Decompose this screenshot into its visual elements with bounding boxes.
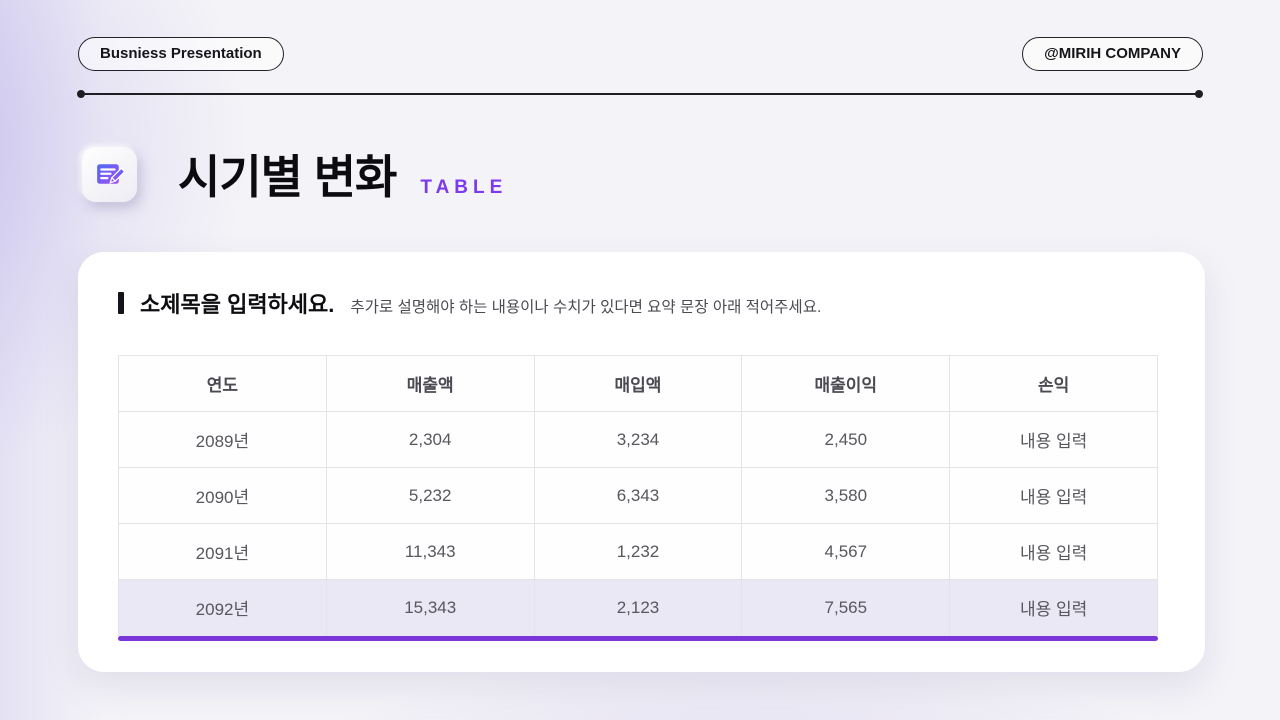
table-cell: 5,232	[325, 467, 535, 524]
table-cell: 4,567	[741, 523, 951, 580]
table-cell: 3,234	[533, 411, 743, 468]
content-card: 소제목을 입력하세요. 추가로 설명해야 하는 내용이나 수치가 있다면 요약 …	[78, 252, 1205, 672]
subtitle-accent-bar	[118, 292, 124, 314]
table-cell: 3,580	[741, 467, 951, 524]
table-cell: 2091년	[118, 523, 327, 580]
title-texts: 시기별 변화 TABLE	[178, 141, 507, 207]
company-badge: @MIRIH COMPANY	[1022, 37, 1203, 71]
data-table: 연도 매출액 매입액 매출이익 손익 2089년 2,304 3,234 2,4…	[118, 355, 1158, 636]
table-cell: 1,232	[533, 523, 743, 580]
table-cell: 2090년	[118, 467, 327, 524]
title-tag: TABLE	[420, 177, 508, 198]
table-cell: 6,343	[533, 467, 743, 524]
column-header-profit-loss: 손익	[949, 355, 1158, 412]
table-cell: 내용 입력	[949, 579, 1158, 636]
table-cell: 2,123	[533, 579, 743, 636]
table-row-highlighted: 2092년 15,343 2,123 7,565 내용 입력	[118, 579, 1158, 636]
column-header-sales: 매출액	[325, 355, 535, 412]
table-cell: 7,565	[741, 579, 951, 636]
table-cell: 내용 입력	[949, 523, 1158, 580]
table-cell: 2,450	[741, 411, 951, 468]
table-row: 2089년 2,304 3,234 2,450 내용 입력	[118, 411, 1158, 468]
column-header-gross-profit: 매출이익	[741, 355, 951, 412]
table-cell: 15,343	[325, 579, 535, 636]
subtitle-row: 소제목을 입력하세요. 추가로 설명해야 하는 내용이나 수치가 있다면 요약 …	[118, 287, 1165, 319]
highlight-underline	[118, 636, 1158, 641]
table-cell: 11,343	[325, 523, 535, 580]
title-row: 시기별 변화 TABLE	[82, 141, 507, 207]
header-divider	[77, 90, 1203, 98]
subtitle-description: 추가로 설명해야 하는 내용이나 수치가 있다면 요약 문장 아래 적어주세요.	[350, 299, 822, 316]
title-icon-card	[82, 146, 137, 202]
subtitle: 소제목을 입력하세요.	[140, 292, 335, 317]
slide-title: 시기별 변화	[178, 151, 397, 203]
table-cell: 2,304	[325, 411, 535, 468]
column-header-purchases: 매입액	[533, 355, 743, 412]
table-cell: 내용 입력	[949, 467, 1158, 524]
table-cell: 2092년	[118, 579, 327, 636]
table-header-row: 연도 매출액 매입액 매출이익 손익	[118, 355, 1158, 412]
table-row: 2090년 5,232 6,343 3,580 내용 입력	[118, 467, 1158, 524]
table-row: 2091년 11,343 1,232 4,567 내용 입력	[118, 523, 1158, 580]
table-cell: 내용 입력	[949, 411, 1158, 468]
column-header-year: 연도	[118, 355, 327, 412]
table-cell: 2089년	[118, 411, 327, 468]
edit-note-icon	[97, 163, 125, 184]
presentation-badge: Busniess Presentation	[78, 37, 284, 71]
